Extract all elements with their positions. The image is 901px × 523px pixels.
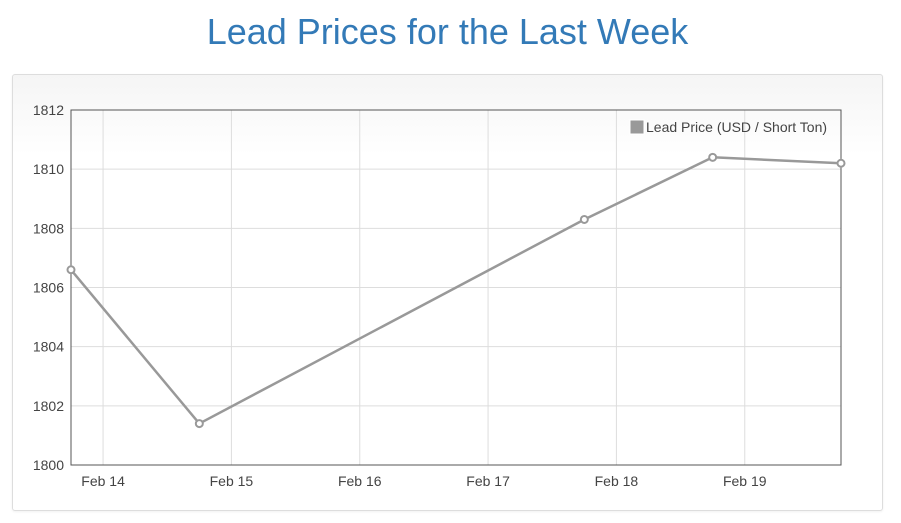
legend-label: Lead Price (USD / Short Ton) bbox=[646, 119, 827, 135]
data-point bbox=[66, 265, 76, 275]
data-point bbox=[836, 158, 846, 168]
data-point bbox=[194, 419, 204, 429]
legend: Lead Price (USD / Short Ton) bbox=[629, 119, 827, 135]
x-tick-label: Feb 18 bbox=[595, 473, 639, 489]
y-tick-label: 1800 bbox=[33, 457, 64, 473]
x-tick-label: Feb 15 bbox=[210, 473, 254, 489]
y-tick-label: 1802 bbox=[33, 398, 64, 414]
data-point bbox=[579, 214, 589, 224]
y-tick-label: 1804 bbox=[33, 339, 64, 355]
y-tick-label: 1806 bbox=[33, 280, 64, 296]
plot-area-border bbox=[70, 109, 842, 466]
x-tick-label: Feb 14 bbox=[81, 473, 125, 489]
chart-panel: 1800 1802 1804 1806 1808 1810 1812 Feb 14 Feb 1… bbox=[12, 74, 883, 511]
series-layer bbox=[66, 152, 846, 429]
page-title: Lead Prices for the Last Week bbox=[206, 11, 689, 52]
x-tick-label: Feb 19 bbox=[723, 473, 767, 489]
x-tick-label: Feb 16 bbox=[338, 473, 382, 489]
x-axis-ticks: Feb 14 Feb 15 Feb 16 Feb 17 Feb 18 Feb 19 bbox=[81, 473, 766, 489]
y-tick-label: 1812 bbox=[33, 102, 64, 118]
y-axis-ticks: 1800 1802 1804 1806 1808 1810 1812 bbox=[33, 102, 64, 473]
data-point bbox=[708, 152, 718, 162]
y-tick-label: 1810 bbox=[33, 161, 64, 177]
y-tick-label: 1808 bbox=[33, 220, 64, 236]
legend-swatch bbox=[629, 119, 645, 135]
series-line bbox=[70, 156, 842, 426]
x-tick-label: Feb 17 bbox=[466, 473, 510, 489]
